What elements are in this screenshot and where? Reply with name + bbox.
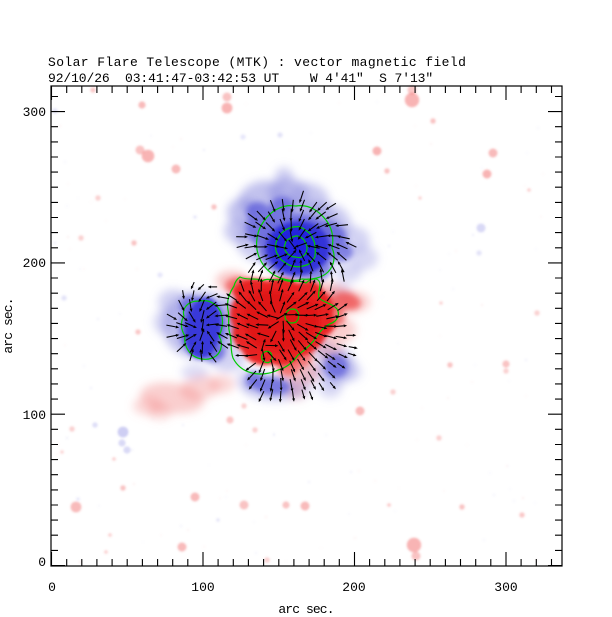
svg-text:300: 300 — [494, 580, 517, 595]
svg-text:arc sec.: arc sec. — [1, 298, 16, 353]
svg-text:arc sec.: arc sec. — [278, 602, 333, 617]
svg-text:0: 0 — [48, 580, 56, 595]
svg-text:0: 0 — [38, 555, 46, 570]
svg-text:200: 200 — [342, 580, 365, 595]
svg-text:100: 100 — [23, 408, 46, 423]
svg-text:92/10/26 03:41:47-03:42:53 UT: 92/10/26 03:41:47-03:42:53 UT W 4'41" S … — [48, 71, 433, 86]
svg-text:100: 100 — [191, 580, 214, 595]
svg-text:200: 200 — [23, 256, 46, 271]
svg-text:300: 300 — [23, 105, 46, 120]
svg-text:Solar Flare Telescope (MTK) :: Solar Flare Telescope (MTK) : vector mag… — [48, 55, 466, 70]
